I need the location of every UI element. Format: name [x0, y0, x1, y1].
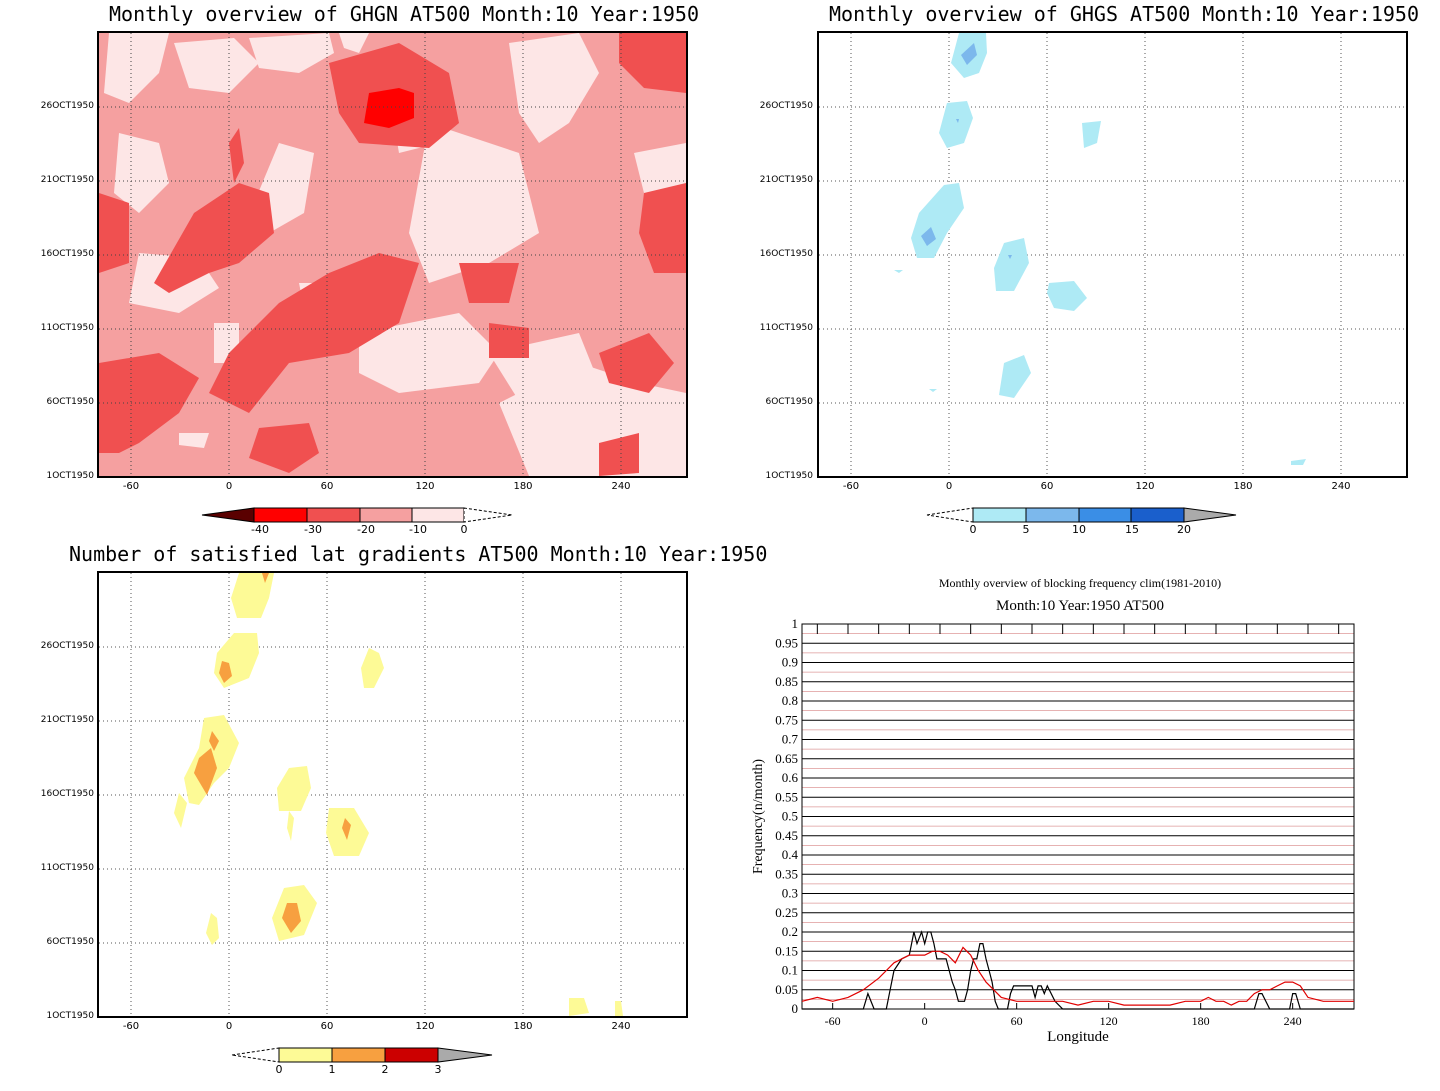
freq-ytick-label: 0.1	[782, 963, 798, 978]
freq-xtick-label: 240	[1284, 1014, 1302, 1028]
ghgn-ytick: 21OCT1950	[40, 175, 94, 185]
freq-ytick-label: 0.3	[782, 886, 798, 901]
ghgs-ytick: 26OCT1950	[759, 101, 813, 111]
lat-cb-label: 3	[434, 1063, 442, 1076]
freq-xtick-label: 60	[1011, 1014, 1023, 1028]
ghgn-xtick: 180	[513, 481, 533, 492]
lat-cb-label: 2	[381, 1063, 389, 1076]
ghgs-xtick: 120	[1135, 481, 1155, 492]
ghgs-cb-label: 15	[1125, 523, 1139, 536]
ghgn-ytick: 6OCT1950	[46, 397, 95, 407]
lat-ytick: 1OCT1950	[46, 1011, 95, 1021]
freq-ytick-label: 0.75	[775, 712, 798, 727]
freq-series-black-line	[802, 930, 1354, 1010]
ghgn-cb-label: -20	[357, 523, 375, 536]
ghgs-ytick: 6OCT1950	[765, 397, 814, 407]
ghgn-ytick: 16OCT1950	[40, 249, 94, 259]
freq-ytick-label: 0.35	[775, 866, 798, 881]
ghgs-ytick: 21OCT1950	[759, 175, 813, 185]
ghgs-field-svg	[819, 33, 1406, 476]
freq-series-red-line	[801, 946, 1354, 1006]
ghgs-ytick: 11OCT1950	[759, 323, 813, 333]
ghgs-cb-label: 0	[969, 523, 977, 536]
ghgn-cb-label: 0	[460, 523, 468, 536]
ghgn-xtick: 240	[611, 481, 631, 492]
ghgs-title: Monthly overview of GHGS AT500 Month:10 …	[829, 2, 1420, 26]
ghgn-plot-area	[97, 31, 688, 478]
lat-field-svg	[99, 573, 686, 1016]
ghgn-cb-label: -40	[251, 523, 269, 536]
freq-xaxis-label: Longitude	[1047, 1029, 1109, 1045]
freq-ytick-label: 0.2	[782, 924, 798, 939]
freq-yaxis-label: Frequency(n/month)	[751, 759, 766, 874]
lat-xtick: 60	[320, 1021, 334, 1032]
ghgs-xtick: 60	[1040, 481, 1054, 492]
freq-ytick-label: 0.05	[775, 982, 798, 997]
freq-ytick-label: 0.8	[782, 693, 798, 708]
ghgn-xtick: 120	[415, 481, 435, 492]
lat-cb-label: 0	[275, 1063, 283, 1076]
ghgs-plot-area	[817, 31, 1408, 478]
ghgn-cb-label: -30	[304, 523, 322, 536]
freq-ytick-label: 0.15	[775, 943, 798, 958]
freq-ytick-label: 0.85	[775, 674, 798, 689]
ghgn-cb-label: -10	[409, 523, 427, 536]
freq-title: Monthly overview of blocking frequency c…	[938, 576, 1222, 590]
lat-xtick: -60	[122, 1021, 140, 1032]
lat-ytick: 21OCT1950	[40, 715, 94, 725]
freq-xtick-label: 0	[922, 1014, 928, 1028]
freq-ytick-label: 0.95	[775, 635, 798, 650]
ghgs-cb-label: 10	[1072, 523, 1086, 536]
ghgs-xtick: 0	[945, 481, 953, 492]
freq-ytick-label: 0.6	[782, 770, 799, 785]
ghgs-xtick: 180	[1233, 481, 1253, 492]
freq-ytick-label: 0	[792, 1001, 799, 1016]
freq-ytick-label: 0.4	[782, 847, 799, 862]
freq-line-chart: 0 0.05 0.1 0.15 0.2 0.25 0.3 0.35 0.4 0.45 0.5 0.55…	[751, 616, 1355, 1045]
lat-ytick: 26OCT1950	[40, 641, 94, 651]
lat-ytick: 11OCT1950	[40, 863, 94, 873]
freq-xtick-label: 180	[1192, 1014, 1210, 1028]
ghgn-title: Monthly overview of GHGN AT500 Month:10 …	[109, 2, 700, 26]
freq-ytick-label: 0.5	[782, 809, 798, 824]
lat-colorbar	[231, 1047, 493, 1063]
ghgn-ytick: 26OCT1950	[40, 101, 94, 111]
ghgn-field-svg	[99, 33, 686, 476]
ghgs-xtick: 240	[1331, 481, 1351, 492]
freq-ytick-label: 0.9	[782, 655, 798, 670]
ghgs-xtick: -60	[842, 481, 860, 492]
ghgs-cb-label: 5	[1022, 523, 1030, 536]
lat-xtick: 0	[225, 1021, 233, 1032]
freq-ytick-label: 0.7	[782, 732, 799, 747]
ghgs-ytick: 16OCT1950	[759, 249, 813, 259]
lat-xtick: 180	[513, 1021, 533, 1032]
ghgs-colorbar	[926, 507, 1237, 523]
ghgs-cb-label: 20	[1177, 523, 1191, 536]
lat-ytick: 6OCT1950	[46, 937, 95, 947]
lat-ytick: 16OCT1950	[40, 789, 94, 799]
freq-ytick-label: 0.45	[775, 828, 798, 843]
ghgn-colorbar	[201, 507, 513, 523]
freq-ytick-label: 0.65	[775, 751, 798, 766]
ghgn-xtick: 60	[320, 481, 334, 492]
freq-ytick-label: 1	[792, 616, 799, 631]
freq-xtick-label: 120	[1100, 1014, 1118, 1028]
lat-title: Number of satisfied lat gradients AT500 …	[69, 542, 768, 566]
freq-ytick-label: 0.25	[775, 905, 798, 920]
freq-xtick-label: -60	[825, 1014, 841, 1028]
ghgn-xtick: 0	[225, 481, 233, 492]
ghgn-xtick: -60	[122, 481, 140, 492]
lat-plot-area	[97, 571, 688, 1018]
freq-ytick-label: 0.55	[775, 789, 798, 804]
ghgs-ytick: 1OCT1950	[765, 471, 814, 481]
ghgn-ytick: 1OCT1950	[46, 471, 95, 481]
lat-cb-label: 1	[328, 1063, 336, 1076]
lat-xtick: 240	[611, 1021, 631, 1032]
lat-xtick: 120	[415, 1021, 435, 1032]
ghgn-ytick: 11OCT1950	[40, 323, 94, 333]
freq-subtitle: Month:10 Year:1950 AT500	[996, 598, 1164, 614]
